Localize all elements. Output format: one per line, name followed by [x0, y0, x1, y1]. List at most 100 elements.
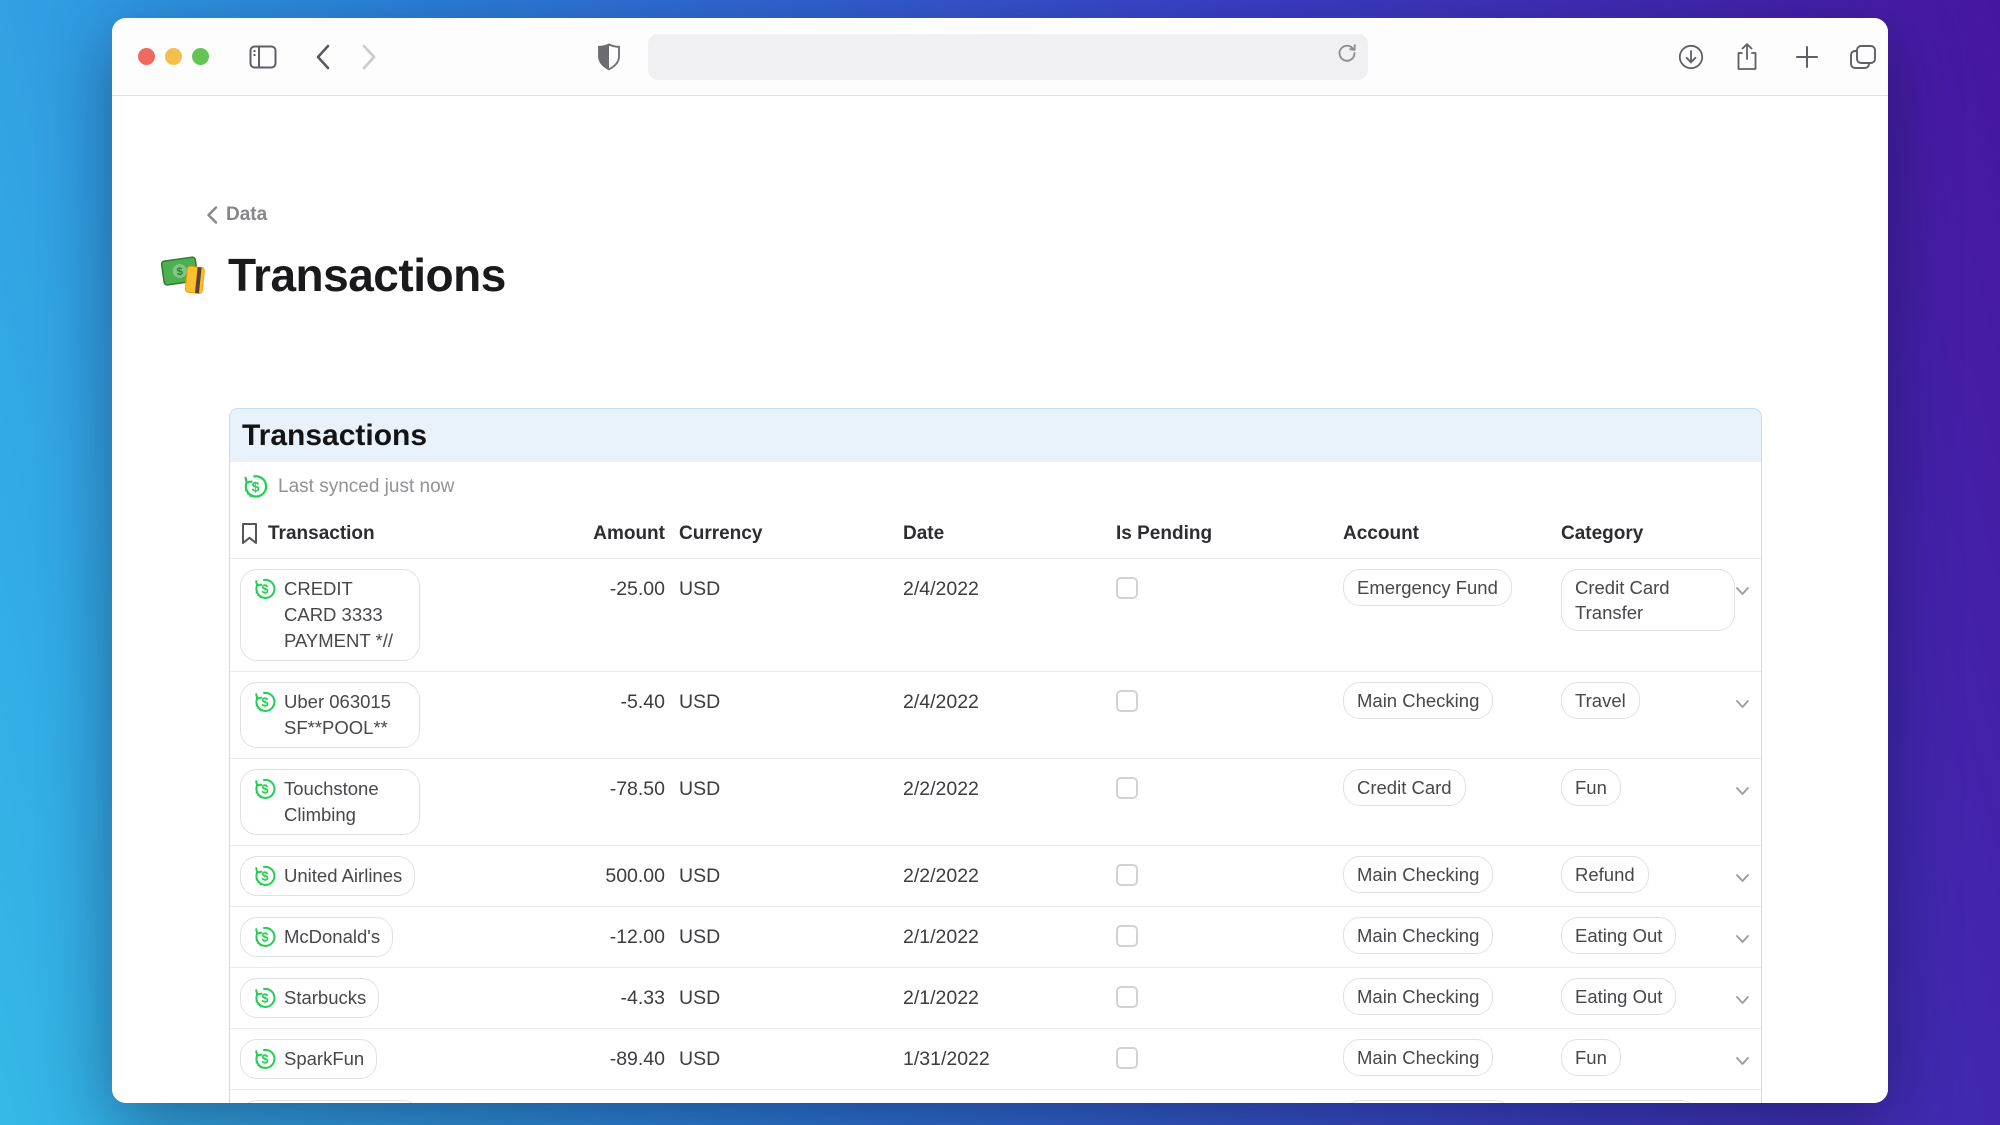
table-row[interactable]: $ Uber 063015 SF**POOL** -5.40 USD 2/4/2… [230, 671, 1761, 758]
currency-cell: USD [665, 1039, 903, 1071]
category-cell: Fun [1561, 769, 1735, 806]
category-dropdown-chevron[interactable] [1735, 931, 1751, 949]
table-row[interactable]: $ CREDIT CARD 3333 PAYMENT *// -25.00 US… [230, 558, 1761, 671]
column-header-transaction[interactable]: Transaction [240, 522, 570, 545]
downloads-button[interactable] [1674, 18, 1708, 95]
account-pill[interactable]: Main Checking [1343, 978, 1493, 1015]
transaction-pill[interactable]: $ Starbucks [240, 978, 379, 1018]
is-pending-checkbox[interactable] [1116, 577, 1138, 599]
is-pending-checkbox[interactable] [1116, 986, 1138, 1008]
dollar-sync-icon: $ [253, 986, 277, 1010]
amount-cell: -4.33 [570, 978, 665, 1010]
transactions-table: Transactions $ Last synced just now Tran… [229, 408, 1762, 1103]
table-row[interactable]: $ INTRST PYMNT 4.22 USD 1/30/2022 Emerge… [230, 1089, 1761, 1103]
svg-text:$: $ [262, 582, 269, 596]
tab-overview-button[interactable] [1844, 18, 1882, 95]
sync-status-row: $ Last synced just now [230, 462, 1761, 506]
currency-cell: USD [665, 1100, 903, 1103]
category-dropdown-chevron[interactable] [1735, 783, 1751, 801]
sidebar-toggle-button[interactable] [246, 18, 280, 95]
table-title: Transactions [242, 419, 427, 452]
category-dropdown-chevron[interactable] [1735, 583, 1751, 601]
table-row[interactable]: $ McDonald's -12.00 USD 2/1/2022 Main Ch… [230, 906, 1761, 967]
account-pill[interactable]: Main Checking [1343, 1039, 1493, 1076]
is-pending-checkbox[interactable] [1116, 864, 1138, 886]
transaction-pill[interactable]: $ United Airlines [240, 856, 415, 896]
page-title-row: $ Transactions [160, 248, 506, 302]
category-pill[interactable]: Fun [1561, 1039, 1621, 1076]
share-button[interactable] [1730, 18, 1764, 95]
shield-icon[interactable] [592, 18, 626, 95]
category-cell: Eating Out [1561, 978, 1735, 1015]
transaction-pill-label: Starbucks [284, 985, 366, 1011]
category-pill[interactable]: Refund [1561, 856, 1649, 893]
column-header-account[interactable]: Account [1343, 523, 1561, 545]
is-pending-checkbox[interactable] [1116, 690, 1138, 712]
currency-cell: USD [665, 769, 903, 801]
transaction-pill[interactable]: $ Uber 063015 SF**POOL** [240, 682, 420, 748]
category-dropdown-chevron[interactable] [1735, 992, 1751, 1010]
category-pill[interactable]: Bank Interest [1561, 1100, 1698, 1103]
table-row[interactable]: $ United Airlines 500.00 USD 2/2/2022 Ma… [230, 845, 1761, 906]
column-header-date[interactable]: Date [903, 523, 1116, 545]
account-pill[interactable]: Main Checking [1343, 682, 1493, 719]
date-cell: 2/2/2022 [903, 856, 1116, 888]
back-button[interactable] [308, 18, 338, 95]
account-pill[interactable]: Emergency Fund [1343, 569, 1512, 606]
address-bar[interactable] [648, 34, 1368, 80]
account-pill[interactable]: Main Checking [1343, 917, 1493, 954]
page-title: Transactions [228, 248, 506, 302]
dollar-sync-icon: $ [253, 690, 277, 714]
column-header-row: Transaction Amount Currency Date Is Pend… [230, 506, 1761, 558]
table-row[interactable]: $ SparkFun -89.40 USD 1/31/2022 Main Che… [230, 1028, 1761, 1089]
account-cell: Main Checking [1343, 978, 1561, 1015]
breadcrumb[interactable]: Data [206, 204, 267, 226]
table-row[interactable]: $ Starbucks -4.33 USD 2/1/2022 Main Chec… [230, 967, 1761, 1028]
transaction-cell: $ McDonald's [240, 917, 570, 957]
category-cell: Credit Card Transfer [1561, 569, 1735, 631]
column-header-category[interactable]: Category [1561, 523, 1735, 545]
is-pending-checkbox[interactable] [1116, 925, 1138, 947]
transaction-pill[interactable]: $ INTRST PYMNT [240, 1100, 420, 1103]
is-pending-checkbox[interactable] [1116, 1047, 1138, 1069]
browser-toolbar [112, 18, 1888, 96]
page-content: Data $ Transactions Transactions [112, 96, 1888, 1103]
svg-text:$: $ [262, 869, 269, 883]
table-header-band: Transactions [230, 409, 1761, 462]
category-pill[interactable]: Credit Card Transfer [1561, 569, 1735, 631]
transaction-pill[interactable]: $ CREDIT CARD 3333 PAYMENT *// [240, 569, 420, 661]
transaction-pill[interactable]: $ SparkFun [240, 1039, 377, 1079]
account-cell: Credit Card [1343, 769, 1561, 806]
is-pending-checkbox[interactable] [1116, 777, 1138, 799]
category-pill[interactable]: Travel [1561, 682, 1640, 719]
table-row[interactable]: $ Touchstone Climbing -78.50 USD 2/2/202… [230, 758, 1761, 845]
category-pill[interactable]: Fun [1561, 769, 1621, 806]
table-rows: $ CREDIT CARD 3333 PAYMENT *// -25.00 US… [230, 558, 1761, 1103]
new-tab-button[interactable] [1790, 18, 1824, 95]
is-pending-cell [1116, 1100, 1343, 1103]
transaction-pill[interactable]: $ McDonald's [240, 917, 393, 957]
close-window-button[interactable] [138, 48, 155, 65]
dollar-sync-icon: $ [253, 1047, 277, 1071]
zoom-window-button[interactable] [192, 48, 209, 65]
category-dropdown-chevron[interactable] [1735, 696, 1751, 714]
category-cell: Eating Out [1561, 917, 1735, 954]
forward-button[interactable] [354, 18, 384, 95]
category-dropdown-chevron[interactable] [1735, 870, 1751, 888]
column-header-is-pending[interactable]: Is Pending [1116, 523, 1343, 545]
category-pill[interactable]: Eating Out [1561, 978, 1676, 1015]
category-pill[interactable]: Eating Out [1561, 917, 1676, 954]
transaction-cell: $ Starbucks [240, 978, 570, 1018]
account-pill[interactable]: Emergency Fund [1343, 1100, 1512, 1103]
column-header-amount[interactable]: Amount [570, 523, 665, 545]
account-pill[interactable]: Credit Card [1343, 769, 1466, 806]
account-pill[interactable]: Main Checking [1343, 856, 1493, 893]
reload-icon[interactable] [1336, 42, 1358, 69]
category-cell: Refund [1561, 856, 1735, 893]
amount-cell: -78.50 [570, 769, 665, 801]
minimize-window-button[interactable] [165, 48, 182, 65]
category-cell: Bank Interest [1561, 1100, 1735, 1103]
category-dropdown-chevron[interactable] [1735, 1053, 1751, 1071]
column-header-currency[interactable]: Currency [665, 523, 903, 545]
transaction-pill[interactable]: $ Touchstone Climbing [240, 769, 420, 835]
